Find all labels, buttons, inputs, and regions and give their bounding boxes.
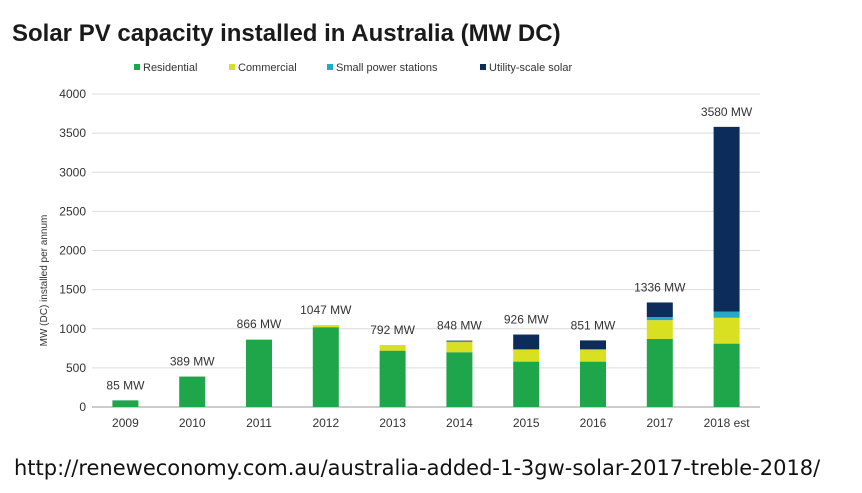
stacked-bar-chart: Residential Commercial Small power station…	[39, 62, 760, 430]
bar-commercial-2014	[446, 342, 473, 353]
bar-utility-scale-solar-2015	[513, 334, 540, 350]
bar-small-power-stations-2014	[446, 341, 473, 343]
total-label: 1047 MW	[300, 303, 352, 317]
legend-label: Small power stations	[336, 62, 438, 74]
x-tick-label: 2012	[312, 416, 339, 430]
bar-utility-scale-solar-2016	[580, 340, 606, 350]
y-tick-label: 3000	[59, 165, 86, 179]
bar-commercial-2015	[513, 349, 540, 362]
x-tick-label: 2010	[179, 416, 206, 430]
x-tick-label: 2014	[446, 416, 473, 430]
y-tick-label: 1500	[59, 283, 86, 297]
total-labels: 85 MW 389 MW 866 MW 1047 MW 792 MW 848 MW 926 …	[106, 105, 753, 392]
bar-residential-2010	[179, 376, 206, 407]
legend-label: Utility-scale solar	[489, 62, 572, 74]
legend-swatch	[229, 64, 235, 70]
legend-swatch	[480, 64, 486, 70]
total-label: 3580 MW	[701, 105, 753, 119]
y-tick-label: 2500	[59, 204, 86, 218]
total-label: 85 MW	[106, 378, 145, 392]
x-axis-labels: 2009 2010 2011 2012 2013 2014 2015 2016 2017 2018…	[112, 416, 750, 430]
bar-residential-2009	[112, 400, 139, 407]
legend-item-utility-scale-solar: Utility-scale solar	[480, 62, 572, 74]
x-tick-label: 2013	[379, 416, 406, 430]
bar-residential-2014	[446, 352, 473, 407]
legend-item-residential: Residential	[134, 62, 197, 74]
bar-commercial-2018-est	[713, 317, 740, 344]
y-axis-ticks: 0 500 1000 1500 2000 2500 3000 3500 4000	[59, 87, 86, 414]
legend-swatch	[134, 64, 140, 70]
total-label: 792 MW	[370, 323, 415, 337]
y-tick-label: 2000	[59, 244, 86, 258]
chart-title: Solar PV capacity installed in Australia…	[12, 20, 561, 47]
x-tick-label: 2016	[580, 416, 607, 430]
x-tick-label: 2009	[112, 416, 139, 430]
legend-label: Residential	[143, 62, 197, 74]
bar-residential-2011	[246, 339, 272, 407]
bar-residential-2016	[580, 361, 606, 407]
total-label: 926 MW	[504, 313, 549, 327]
y-tick-label: 1000	[59, 322, 86, 336]
bar-utility-scale-solar-2018-est	[713, 126, 740, 312]
x-tick-label: 2017	[646, 416, 673, 430]
bar-commercial-2011	[246, 339, 272, 340]
x-tick-label: 2015	[513, 416, 540, 430]
source-url[interactable]: http://reneweconomy.com.au/australia-add…	[14, 456, 821, 480]
bar-small-power-stations-2017	[646, 317, 673, 321]
bar-utility-scale-solar-2014	[446, 340, 473, 342]
bar-commercial-2016	[580, 349, 606, 362]
bar-residential-2017	[646, 338, 673, 407]
bar-small-power-stations-2016	[580, 349, 606, 350]
y-tick-label: 0	[79, 400, 86, 414]
total-label: 851 MW	[571, 318, 616, 332]
total-label: 1336 MW	[634, 280, 686, 294]
bar-small-power-stations-2018-est	[713, 311, 740, 318]
y-tick-label: 4000	[59, 87, 86, 101]
legend-item-commercial: Commercial	[229, 62, 297, 74]
total-label: 848 MW	[437, 319, 482, 333]
y-axis-title: MW (DC) installed per annum	[39, 215, 50, 347]
bar-commercial-2012	[312, 325, 339, 328]
x-tick-label: 2018 est	[704, 416, 751, 430]
bar-residential-2018-est	[713, 343, 740, 407]
bar-commercial-2017	[646, 320, 673, 339]
total-label: 389 MW	[170, 355, 215, 369]
bar-residential-2015	[513, 361, 540, 407]
bars	[112, 126, 740, 407]
total-label: 866 MW	[237, 317, 282, 331]
legend-swatch	[327, 64, 333, 70]
legend-item-small-power-stations: Small power stations	[327, 62, 438, 74]
y-tick-label: 500	[66, 361, 86, 375]
x-tick-label: 2011	[246, 416, 272, 430]
bar-commercial-2013	[379, 345, 406, 351]
legend-label: Commercial	[238, 62, 297, 74]
bar-small-power-stations-2015	[513, 349, 540, 350]
y-tick-label: 3500	[59, 126, 86, 140]
bar-residential-2013	[379, 350, 406, 407]
bar-utility-scale-solar-2017	[646, 302, 673, 318]
legend: Residential Commercial Small power station…	[134, 62, 572, 74]
bar-residential-2012	[312, 327, 339, 407]
